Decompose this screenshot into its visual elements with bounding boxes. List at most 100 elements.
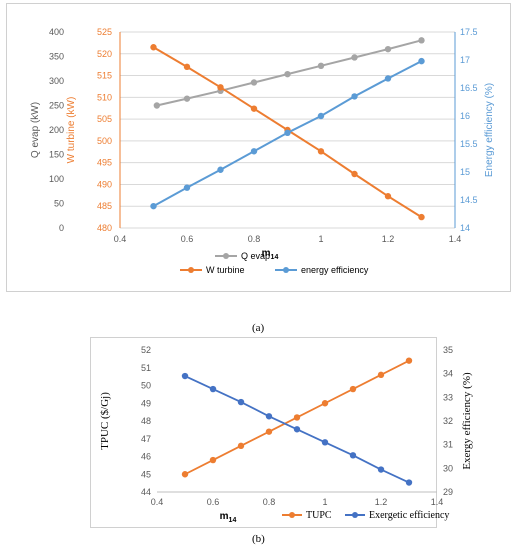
chart-a-point-blue xyxy=(183,184,191,191)
caption-a: (a) xyxy=(252,322,265,334)
chart-a-e-tick: 15 xyxy=(460,167,470,177)
chart-b-left-tick: 48 xyxy=(141,416,151,426)
chart-a-point-gray xyxy=(153,102,161,109)
chart-b-legend-marker xyxy=(352,512,358,518)
chart-a-w-tick: 520 xyxy=(97,49,112,59)
chart-b-right-tick: 31 xyxy=(443,440,453,450)
chart-a-w-tick: 525 xyxy=(97,27,112,37)
chart-a-legend-label: energy efficiency xyxy=(301,265,369,275)
chart-a-legend-label: Q evap xyxy=(241,251,270,261)
chart-a-x-tick: 0.6 xyxy=(181,234,194,244)
chart-b-point-darkblue xyxy=(237,398,245,406)
chart-a-point-orange xyxy=(250,105,258,112)
chart-a-point-orange xyxy=(351,170,358,178)
chart-a-w-tick: 505 xyxy=(97,114,112,124)
chart-b-frame xyxy=(90,337,437,528)
chart-b-point-darkblue xyxy=(181,372,189,380)
chart-a-w-tick: 515 xyxy=(97,71,112,81)
chart-b-x-tick: 1.2 xyxy=(375,497,388,507)
chart-b-point-orange xyxy=(349,385,357,393)
chart-b-point-darkblue xyxy=(349,452,357,459)
chart-b-point-orange xyxy=(321,400,329,407)
chart-a-point-blue xyxy=(384,75,392,82)
chart-b-legend-label: TUPC xyxy=(306,510,332,521)
chart-b-left-tick: 50 xyxy=(141,381,151,391)
chart-a-e-title: Energy efficiency (%) xyxy=(484,83,495,177)
chart-a-w-tick: 495 xyxy=(97,158,112,168)
chart-a-x-tick: 1 xyxy=(318,234,323,244)
chart-b-left-tick: 46 xyxy=(141,452,151,462)
chart-a-point-blue xyxy=(351,93,358,100)
chart-a-w-tick: 500 xyxy=(97,136,112,146)
chart-b-left-title: TPUC ($/Gj) xyxy=(99,392,111,450)
chart-b-right-tick: 33 xyxy=(443,392,453,402)
chart-a-w-tick: 480 xyxy=(97,223,112,233)
chart-b-x-tick: 0.8 xyxy=(263,497,276,507)
chart-a-point-blue xyxy=(217,166,224,173)
chart-a-x-tick: 1.2 xyxy=(382,234,395,244)
chart-b-point-darkblue xyxy=(377,466,385,473)
chart-b-point-darkblue xyxy=(405,479,413,486)
chart-b-point-orange xyxy=(209,456,217,464)
chart-a-point-orange xyxy=(217,84,224,91)
chart-a-point-orange xyxy=(183,63,191,71)
chart-b-right-tick: 34 xyxy=(443,369,453,379)
chart-a-frame xyxy=(6,3,511,292)
chart-a-point-blue xyxy=(317,112,325,120)
chart-a-q-tick: 0 xyxy=(59,223,64,233)
chart-a-e-tick: 15.5 xyxy=(460,139,478,149)
chart-b-point-darkblue xyxy=(209,385,217,393)
chart-a-q-tick: 150 xyxy=(49,150,64,160)
chart-a-q-tick: 200 xyxy=(49,125,64,135)
chart-b-left-tick: 47 xyxy=(141,434,151,444)
chart-b-left-tick: 51 xyxy=(141,363,151,373)
chart-a-point-gray xyxy=(418,37,425,44)
chart-a-point-blue xyxy=(150,202,157,210)
chart-b-point-orange xyxy=(405,357,413,364)
chart-a-point-gray xyxy=(284,70,291,78)
chart-a-q-tick: 50 xyxy=(54,199,64,209)
chart-a-point-blue xyxy=(284,129,291,136)
chart-b-point-darkblue xyxy=(321,439,329,446)
chart-a-e-tick: 17 xyxy=(460,55,470,65)
chart-b-point-orange xyxy=(181,471,189,478)
caption-b: (b) xyxy=(252,533,265,545)
chart-b-point-orange xyxy=(237,442,245,450)
chart-b-right-tick: 29 xyxy=(443,487,453,497)
chart-a-point-orange xyxy=(418,213,425,221)
chart-a-e-tick: 16.5 xyxy=(460,83,478,93)
chart-a-w-title: W turbine (kW) xyxy=(66,97,77,164)
chart-b-x-tick: 1.4 xyxy=(431,497,444,507)
chart-b-point-orange xyxy=(377,371,385,379)
chart-a-w-tick: 485 xyxy=(97,201,112,211)
chart-b-x-tick: 1 xyxy=(322,497,327,507)
chart-a-legend-marker xyxy=(283,267,289,273)
chart-a-point-gray xyxy=(250,79,258,86)
chart-b-left-tick: 49 xyxy=(141,398,151,408)
chart-a-point-orange xyxy=(317,148,325,155)
chart-a-q-title: Q evap (kW) xyxy=(30,102,41,158)
chart-a-x-tick: 0.8 xyxy=(248,234,261,244)
chart-a-point-gray xyxy=(317,62,325,70)
chart-a-point-orange xyxy=(384,193,392,200)
chart-b-left-tick: 52 xyxy=(141,345,151,355)
chart-b-point-orange xyxy=(293,414,301,421)
chart-a-e-tick: 17.5 xyxy=(460,27,478,37)
chart-b-right-tick: 32 xyxy=(443,416,453,426)
chart-a-e-tick: 16 xyxy=(460,111,470,121)
chart-a-e-tick: 14 xyxy=(460,223,470,233)
chart-a-x-tick: 1.4 xyxy=(449,234,462,244)
chart-b-legend-marker xyxy=(289,512,295,518)
chart-a-q-tick: 400 xyxy=(49,27,64,37)
chart-a-q-tick: 100 xyxy=(49,174,64,184)
chart-a-point-blue xyxy=(418,57,425,65)
chart-b-right-tick: 35 xyxy=(443,345,453,355)
chart-b-x-tick: 0.4 xyxy=(151,497,164,507)
chart-a-point-gray xyxy=(384,45,392,53)
chart-a-q-tick: 250 xyxy=(49,101,64,111)
chart-b-right-title: Exergy efficiency (%) xyxy=(461,372,473,470)
chart-a-x-tick: 0.4 xyxy=(114,234,127,244)
chart-a-point-orange xyxy=(150,44,157,51)
chart-a-w-tick: 510 xyxy=(97,92,112,102)
chart-a-point-blue xyxy=(250,148,258,155)
